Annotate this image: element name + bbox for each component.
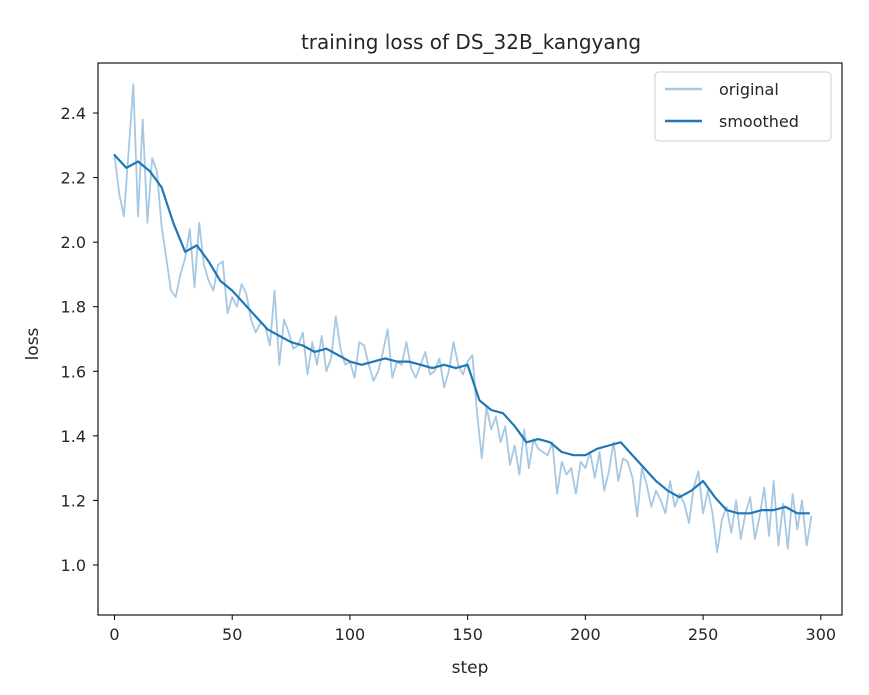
y-tick-label: 2.0 [61,233,86,252]
plot-frame [97,62,843,616]
x-tick-label: 250 [688,625,719,644]
x-tick-label: 100 [335,625,366,644]
y-tick-label: 1.6 [61,362,86,381]
legend-label-smoothed: smoothed [719,112,799,131]
y-tick-label: 1.0 [61,556,86,575]
y-tick-label: 1.4 [61,427,86,446]
series-layer [113,83,813,553]
x-tick-label: 50 [222,625,242,644]
chart-title: training loss of DS_32B_kangyang [301,30,641,54]
series-line-original [113,83,813,553]
legend: original smoothed [654,71,832,142]
y-axis-label: loss [23,327,43,360]
y-tick-label: 1.2 [61,491,86,510]
y-tick-label: 2.4 [61,104,86,123]
y-tick-label: 1.8 [61,298,86,317]
x-axis: 0 50 100 150 200 250 300 [109,615,836,644]
x-tick-label: 150 [452,625,483,644]
x-tick-label: 200 [570,625,601,644]
legend-label-original: original [719,80,779,99]
series-line-smoothed [113,153,811,515]
y-tick-label: 2.2 [61,169,86,188]
y-axis: 1.0 1.2 1.4 1.6 1.8 2.0 2.2 2.4 [61,104,98,575]
x-tick-label: 300 [806,625,837,644]
x-tick-label: 0 [109,625,119,644]
x-axis-label: step [452,658,489,678]
